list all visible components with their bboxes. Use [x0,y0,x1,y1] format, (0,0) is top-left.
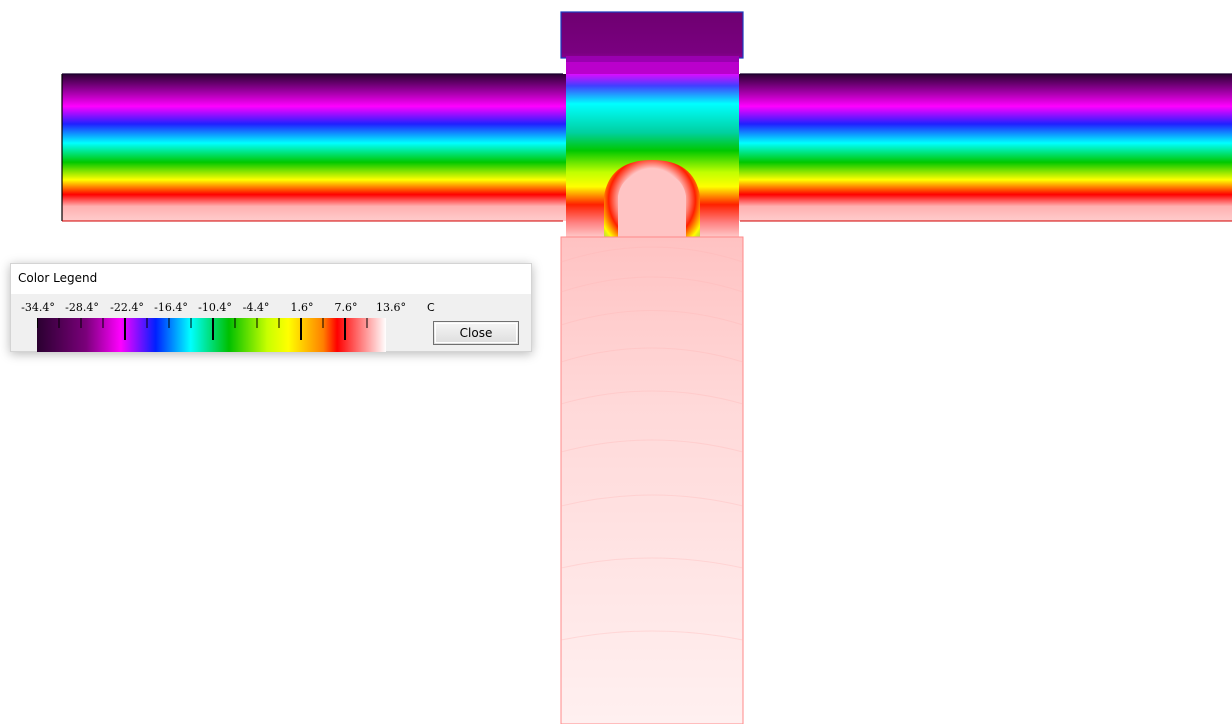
legend-label: 13.6° [376,301,406,314]
legend-title: Color Legend [18,271,98,285]
legend-unit: C [427,301,435,314]
legend-label: 7.6° [334,301,358,314]
legend-label: -10.4° [198,301,232,314]
legend-titlebar[interactable]: Color Legend [11,264,531,294]
legend-label: 1.6° [290,301,314,314]
legend-tick-labels: -34.4° -28.4° -22.4° -16.4° -10.4° -4.4°… [11,301,531,317]
legend-label: -4.4° [242,301,270,314]
top-cap [560,11,744,59]
legend-label: -22.4° [110,301,144,314]
legend-label: -34.4° [21,301,55,314]
legend-label: -28.4° [65,301,99,314]
legend-color-bar [37,318,386,352]
stem-member [560,236,744,724]
close-button[interactable]: Close [433,321,519,345]
color-legend-window[interactable]: Color Legend -34.4° -28.4° -22.4° -16.4°… [10,263,532,352]
legend-label: -16.4° [154,301,188,314]
legend-ticks [37,318,368,340]
